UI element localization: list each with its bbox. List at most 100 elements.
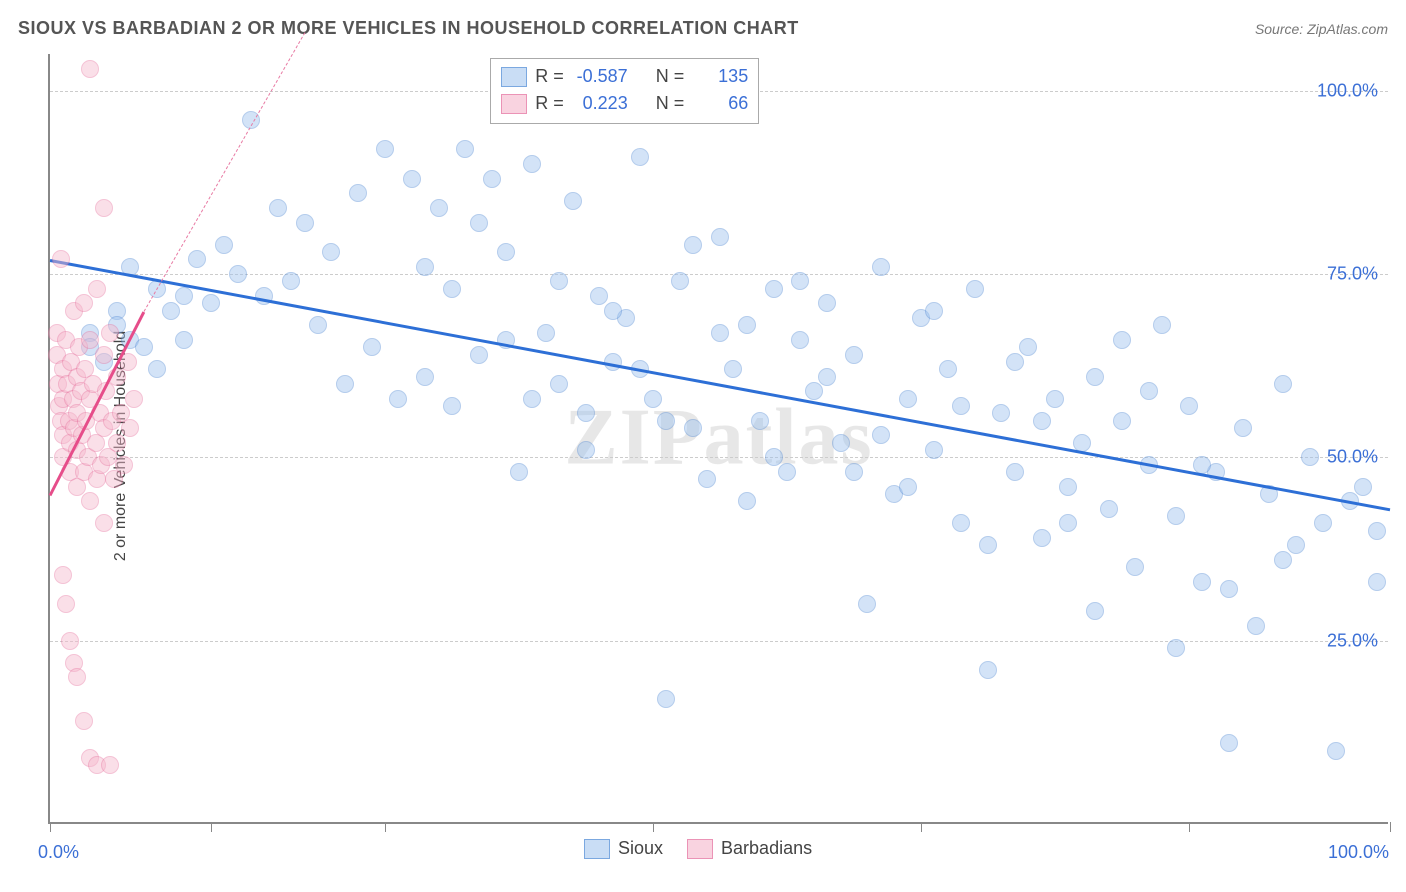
data-point [108,434,126,452]
data-point [52,250,70,268]
data-point [1046,390,1064,408]
data-point [296,214,314,232]
data-point [75,712,93,730]
data-point [523,155,541,173]
data-point [1113,331,1131,349]
legend-item: Sioux [584,838,663,859]
data-point [577,404,595,422]
data-point [966,280,984,298]
data-point [1220,734,1238,752]
r-value: -0.587 [572,63,628,90]
data-point [162,302,180,320]
data-point [684,419,702,437]
data-point [590,287,608,305]
data-point [979,536,997,554]
data-point [523,390,541,408]
data-point [497,243,515,261]
data-point [61,632,79,650]
data-point [1006,463,1024,481]
data-point [537,324,555,342]
data-point [95,514,113,532]
data-point [1059,478,1077,496]
data-point [349,184,367,202]
gridline [50,274,1388,275]
data-point [805,382,823,400]
data-point [979,661,997,679]
data-point [1033,529,1051,547]
legend-label: Barbadians [721,838,812,859]
data-point [483,170,501,188]
data-point [644,390,662,408]
legend-swatch [584,839,610,859]
data-point [188,250,206,268]
data-point [202,294,220,312]
data-point [54,566,72,584]
data-point [550,375,568,393]
data-point [791,331,809,349]
stat-label: R = [535,63,564,90]
series-legend: Sioux Barbadians [584,838,812,859]
data-point [1126,558,1144,576]
trend-line [143,32,305,311]
data-point [899,478,917,496]
data-point [229,265,247,283]
data-point [657,412,675,430]
data-point [81,331,99,349]
legend-item: Barbadians [687,838,812,859]
data-point [269,199,287,217]
data-point [430,199,448,217]
x-tick [653,822,654,832]
r-value: 0.223 [572,90,628,117]
data-point [1100,500,1118,518]
data-point [336,375,354,393]
data-point [1086,602,1104,620]
data-point [68,668,86,686]
data-point [765,280,783,298]
data-point [443,280,461,298]
data-point [1327,742,1345,760]
data-point [1019,338,1037,356]
data-point [698,470,716,488]
data-point [1193,573,1211,591]
x-tick [211,822,212,832]
data-point [363,338,381,356]
data-point [309,316,327,334]
stats-row: R =0.223N =66 [501,90,748,117]
data-point [1167,639,1185,657]
x-tick-label: 0.0% [38,842,79,863]
stat-label: N = [656,63,685,90]
data-point [175,331,193,349]
data-point [135,338,153,356]
data-point [899,390,917,408]
data-point [684,236,702,254]
data-point [1287,536,1305,554]
data-point [57,595,75,613]
data-point [416,258,434,276]
y-tick-label: 25.0% [1327,630,1378,651]
data-point [1059,514,1077,532]
data-point [952,397,970,415]
y-tick-label: 50.0% [1327,447,1378,468]
data-point [711,324,729,342]
data-point [1153,316,1171,334]
data-point [510,463,528,481]
x-tick [921,822,922,832]
trend-line [50,259,1391,511]
legend-label: Sioux [618,838,663,859]
data-point [88,280,106,298]
data-point [845,463,863,481]
data-point [577,441,595,459]
data-point [1180,397,1198,415]
source-attribution: Source: ZipAtlas.com [1255,21,1388,37]
data-point [282,272,300,290]
data-point [1234,419,1252,437]
stats-row: R =-0.587N =135 [501,63,748,90]
stat-label: R = [535,90,564,117]
n-value: 66 [692,90,748,117]
data-point [1006,353,1024,371]
data-point [845,346,863,364]
data-point [1033,412,1051,430]
data-point [1167,507,1185,525]
legend-swatch [501,67,527,87]
data-point [121,419,139,437]
